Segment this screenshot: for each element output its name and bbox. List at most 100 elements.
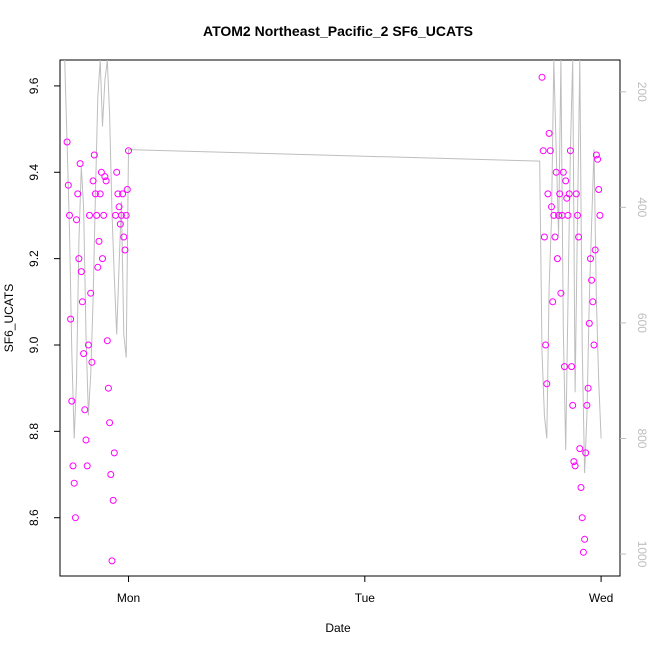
data-point [591, 246, 599, 254]
data-point [542, 341, 550, 349]
data-point [585, 319, 593, 327]
data-point [548, 203, 555, 211]
data-point [109, 496, 117, 504]
data-point [104, 384, 112, 392]
data-point [566, 147, 574, 155]
data-point [122, 211, 130, 219]
data-point [546, 147, 554, 155]
y-tick-label: 8.6 [27, 509, 41, 526]
x-tick-label: Tue [355, 591, 376, 605]
plot-frame [59, 59, 621, 577]
data-point [68, 397, 76, 405]
data-point [561, 363, 568, 371]
data-point [578, 514, 586, 522]
data-point [553, 255, 561, 263]
y-tick-label: 8.8 [27, 423, 41, 440]
data-point [556, 190, 564, 198]
data-point [66, 211, 73, 219]
data-point [588, 276, 596, 284]
data-point [67, 315, 75, 323]
data-point [113, 168, 121, 176]
y-tick-label: 9.2 [27, 250, 41, 267]
data-point [540, 233, 548, 241]
data-point [572, 190, 580, 198]
data-point [84, 341, 92, 349]
data-point [103, 337, 111, 345]
y-right-tick-label: 1000 [635, 541, 649, 568]
data-point [89, 177, 97, 185]
data-point [114, 190, 122, 198]
data-point [550, 211, 558, 219]
data-point [63, 138, 71, 146]
data-point [74, 190, 82, 198]
data-point [110, 449, 118, 457]
data-point [568, 363, 576, 371]
data-point [115, 203, 123, 211]
data-point [584, 384, 592, 392]
data-point [69, 462, 77, 470]
data-point [87, 289, 95, 297]
data-point [107, 471, 115, 478]
data-point [83, 462, 91, 470]
altitude-line [64, 59, 602, 474]
data-point [576, 445, 584, 453]
data-point [91, 190, 99, 198]
y-tick-label: 9.0 [27, 336, 41, 353]
data-point [70, 479, 78, 487]
data-point [549, 298, 557, 306]
data-point [102, 177, 110, 185]
data-point [119, 190, 127, 198]
data-point [101, 173, 109, 181]
chart-title: ATOM2 Northeast_Pacific_2 SF6_UCATS [203, 23, 473, 39]
data-point [100, 211, 108, 219]
data-point [545, 129, 553, 137]
data-point [592, 151, 600, 159]
y-right-tick-label: 600 [635, 313, 649, 333]
data-point [587, 255, 594, 263]
data-point [557, 289, 565, 297]
data-point [96, 190, 104, 198]
data-point [76, 160, 84, 168]
data-point [88, 358, 96, 366]
data-point [552, 168, 560, 176]
data-point [77, 268, 85, 276]
axes-group: 8.6 8.8 9.0 9.2 9.4 9.6 200 400 600 800 1000 Mon Tue… [27, 77, 649, 605]
data-point [117, 211, 125, 219]
data-point [570, 458, 578, 466]
data-point [596, 211, 604, 219]
data-point [93, 211, 101, 219]
data-point [73, 216, 80, 224]
y-right-tick-label: 800 [635, 428, 649, 448]
data-point [90, 151, 98, 159]
data-point [95, 237, 103, 245]
data-point [571, 462, 579, 470]
data-point [81, 406, 89, 414]
data-point [539, 147, 547, 155]
y-right-tick-label: 400 [635, 197, 649, 217]
data-point [108, 557, 116, 565]
data-point [574, 211, 581, 219]
y-axis-label: SF6_UCATS [2, 284, 16, 352]
y-tick-label: 9.6 [27, 77, 41, 94]
data-point [564, 211, 572, 219]
data-point [75, 255, 83, 263]
data-point [78, 298, 86, 306]
data-point [82, 436, 90, 444]
data-point [112, 211, 119, 219]
data-point [86, 211, 93, 219]
data-point [579, 548, 587, 556]
data-point [64, 181, 72, 189]
y-tick-label: 9.4 [27, 164, 41, 181]
data-point [543, 380, 551, 388]
data-point [106, 419, 114, 427]
data-point [116, 220, 124, 228]
x-axis-label: Date [325, 621, 351, 635]
data-point [595, 186, 603, 193]
line-series-group [64, 59, 602, 474]
data-point [551, 233, 559, 241]
y-right-tick-label: 200 [635, 82, 649, 102]
data-point [577, 484, 585, 491]
data-point [544, 190, 552, 198]
data-point [99, 255, 106, 263]
